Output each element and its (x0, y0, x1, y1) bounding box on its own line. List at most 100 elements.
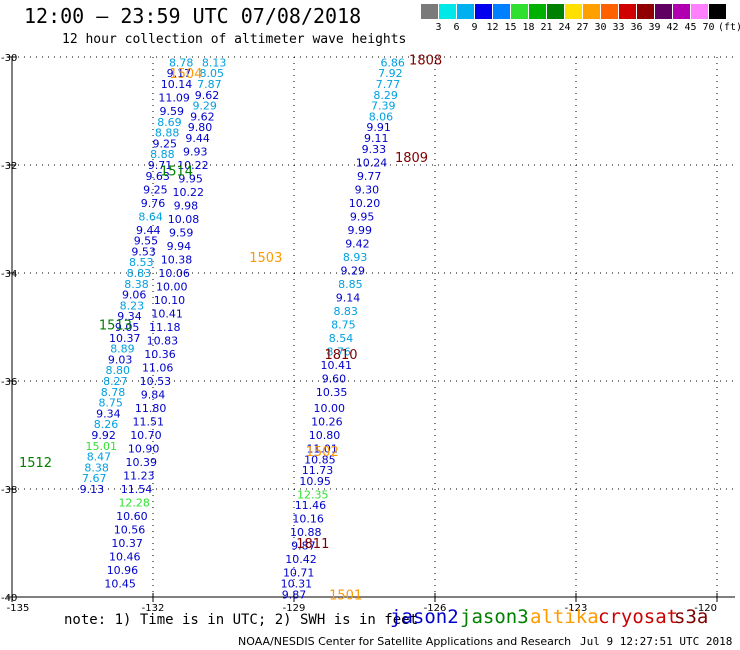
legend-swatch (601, 4, 618, 19)
wave-height-point: 10.38 (161, 254, 193, 267)
wave-height-point: 10.80 (309, 429, 341, 442)
wave-height-point: 9.87 (282, 588, 307, 601)
wave-height-point: 10.22 (177, 159, 209, 172)
pass-time-label: 1810 (324, 348, 357, 363)
legend-level-label: 6 (453, 22, 460, 33)
wave-height-point: 10.46 (109, 551, 141, 564)
x-tick-label: -120 (694, 603, 717, 614)
wave-height-point: 9.84 (141, 389, 166, 402)
y-tick-label: -32 (1, 161, 17, 172)
legend-swatch (565, 4, 582, 19)
wave-height-point: 8.47 (87, 451, 112, 464)
legend-swatch (529, 4, 546, 19)
y-tick-label: -34 (1, 269, 17, 280)
wave-height-point: 9.94 (167, 240, 192, 253)
wave-height-point: 8.83 (127, 267, 152, 280)
wave-height-point: 8.53 (129, 256, 154, 269)
wave-height-point: 9.25 (143, 183, 168, 196)
legend-level-label: 30 (594, 22, 607, 33)
pass-time-label: 1504 (169, 67, 202, 82)
credit-line: NOAA/NESDIS Center for Satellite Applica… (238, 635, 572, 648)
wave-height-point: 9.95 (350, 210, 375, 223)
wave-height-point: 10.20 (349, 197, 381, 210)
x-tick-label: -132 (142, 603, 165, 614)
legend-swatch (421, 4, 438, 19)
wave-height-point: 11.51 (133, 416, 165, 429)
legend-level-label: 33 (612, 22, 625, 33)
y-tick-label: -36 (1, 377, 17, 388)
wave-height-point: 11.01 (306, 443, 338, 456)
wave-height-point: 9.93 (183, 146, 208, 159)
wave-height-point: 8.38 (84, 461, 109, 474)
legend-level-label: 12 (486, 22, 499, 33)
wave-height-point: 6.86 (380, 56, 405, 69)
legend-swatch (583, 4, 600, 19)
wave-height-point: 9.05 (115, 321, 140, 334)
wave-height-point: 9.87 (291, 540, 316, 553)
wave-height-point: 9.91 (366, 121, 391, 134)
wave-height-point: 11.73 (302, 464, 334, 477)
wave-height-point: 9.25 (153, 137, 178, 150)
wave-height-point: 10.53 (140, 375, 172, 388)
legend-level-label: 36 (630, 22, 643, 33)
pass-time-label: 1501 (329, 588, 362, 603)
x-tick-label: -126 (424, 603, 447, 614)
wave-height-point: 10.16 (292, 513, 324, 526)
wave-height-point: 10.08 (168, 213, 200, 226)
legend-level-label: 45 (684, 22, 697, 33)
wave-height-point: 11.23 (123, 470, 155, 483)
wave-height-point: 10.37 (109, 332, 141, 345)
wave-height-point: 10.88 (290, 526, 322, 539)
wave-height-point: 8.64 (138, 210, 163, 223)
legend-swatch (655, 4, 672, 19)
wave-height-point: 8.29 (373, 89, 398, 102)
wave-height-point: 9.92 (91, 429, 116, 442)
wave-height-point: 9.71 (148, 159, 173, 172)
wave-height-point: 8.93 (343, 251, 368, 264)
wave-height-point: 10.71 (283, 567, 315, 580)
legend-swatch (547, 4, 564, 19)
wave-height-point: 9.11 (364, 132, 389, 145)
x-tick-label: -123 (565, 603, 588, 614)
legend-swatch (493, 4, 510, 19)
chart-title: 12:00 – 23:59 UTC 07/08/2018 (24, 4, 362, 28)
pass-time-label: 1502 (306, 445, 339, 460)
wave-height-point: 8.88 (150, 148, 175, 161)
legend-level-label: 15 (504, 22, 517, 33)
legend-cryosat: cryosat (598, 606, 679, 628)
wave-height-point: 8.85 (338, 278, 363, 291)
legend-level-label: 9 (471, 22, 478, 33)
wave-height-point: 9.29 (341, 264, 366, 277)
wave-height-point: 12.35 (297, 488, 329, 501)
generated-timestamp: Jul 9 12:27:51 UTC 2018 (580, 635, 733, 648)
wave-height-point: 10.36 (144, 348, 176, 361)
y-tick-label: -40 (1, 593, 17, 604)
legend-altika: altika (530, 606, 599, 628)
wave-height-point: 7.92 (378, 67, 403, 80)
wave-height-point: 10.41 (321, 359, 353, 372)
wave-height-point: 11.54 (121, 483, 153, 496)
pass-time-label: 1808 (409, 54, 442, 69)
legend-level-label: 42 (666, 22, 679, 33)
wave-height-point: 9.44 (136, 224, 161, 237)
legend-level-label: 39 (648, 22, 661, 33)
wave-height-point: 10.10 (154, 294, 186, 307)
wave-height-point: 10.42 (285, 553, 317, 566)
wave-height-point: 9.77 (357, 170, 382, 183)
wave-height-point: 9.62 (190, 110, 215, 123)
wave-height-point: 15.01 (86, 440, 118, 453)
wave-height-point: 11.18 (149, 321, 181, 334)
wave-height-point: 11.46 (295, 499, 327, 512)
wave-height-point: 8.88 (155, 127, 180, 140)
wave-height-point: 8.26 (94, 418, 119, 431)
wave-height-point: 8.78 (101, 386, 126, 399)
wave-height-point: 10.00 (314, 402, 346, 415)
wave-height-point: 10.24 (356, 156, 388, 169)
wave-height-point: 12.28 (118, 497, 150, 510)
wave-height-point: 11.06 (142, 362, 174, 375)
wave-height-point: 8.89 (110, 343, 135, 356)
wave-height-point: 8.54 (329, 332, 354, 345)
wave-height-point: 10.96 (107, 564, 139, 577)
wave-height-point: 8.80 (106, 364, 131, 377)
